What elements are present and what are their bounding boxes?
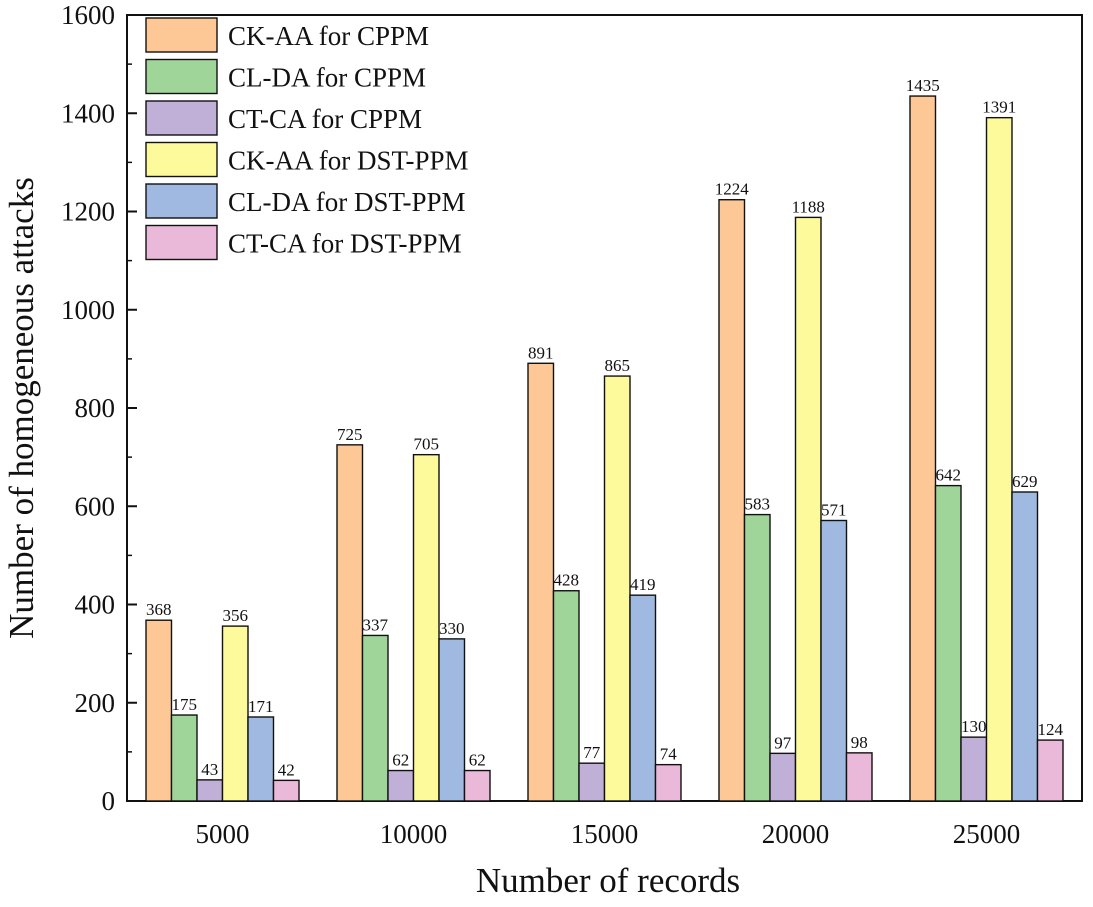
legend-swatch — [145, 17, 218, 53]
bar — [603, 375, 631, 802]
legend-label: CT-CA for DST-PPM — [228, 229, 462, 259]
x-tick-label: 5000 — [196, 819, 250, 849]
legend-swatch — [145, 224, 218, 261]
data-label: 175 — [172, 695, 198, 714]
data-label: 428 — [554, 571, 580, 590]
bar — [552, 590, 580, 802]
data-label: 42 — [278, 760, 295, 779]
x-tick-label: 10000 — [380, 819, 448, 849]
y-tick-label: 1400 — [61, 98, 115, 128]
data-label: 865 — [605, 356, 631, 375]
data-label: 642 — [936, 466, 962, 485]
bar — [820, 519, 848, 802]
y-tick-label: 0 — [102, 786, 116, 816]
legend-swatch — [145, 183, 218, 219]
bar — [654, 763, 682, 802]
y-tick-label: 800 — [75, 393, 116, 423]
bar — [412, 453, 440, 802]
data-label: 337 — [363, 615, 389, 634]
data-label: 77 — [583, 743, 601, 762]
bar — [769, 752, 797, 802]
bar — [145, 619, 173, 802]
x-axis-title: Number of records — [476, 861, 740, 900]
bar — [743, 513, 771, 802]
data-label: 130 — [961, 717, 987, 736]
y-tick-label: 1000 — [61, 295, 115, 325]
bar — [1036, 739, 1064, 802]
data-label: 571 — [821, 500, 847, 519]
bar — [247, 716, 275, 802]
y-tick-label: 400 — [75, 590, 116, 620]
legend-label: CK-AA for CPPM — [228, 21, 429, 51]
data-label: 62 — [392, 751, 409, 770]
bar — [361, 634, 389, 802]
bar — [170, 714, 198, 802]
y-tick-label: 1600 — [61, 0, 115, 30]
data-label: 1435 — [906, 76, 940, 95]
data-label: 705 — [414, 435, 440, 454]
data-label: 330 — [439, 619, 465, 638]
bar — [196, 779, 224, 802]
data-label: 124 — [1038, 720, 1064, 739]
data-label: 1391 — [982, 98, 1016, 117]
x-tick-label: 20000 — [762, 819, 830, 849]
y-tick-label: 600 — [75, 491, 116, 521]
data-label: 368 — [146, 600, 172, 619]
bar — [718, 199, 746, 802]
legend-label: CT-CA for CPPM — [228, 104, 422, 134]
bar — [221, 625, 249, 802]
x-tick-label: 15000 — [571, 819, 639, 849]
legend-swatch — [145, 141, 218, 178]
data-label: 1188 — [792, 197, 825, 216]
bar — [629, 594, 657, 802]
bar — [794, 216, 822, 802]
bar — [1011, 491, 1039, 802]
bar — [463, 769, 491, 802]
data-label: 891 — [528, 343, 554, 362]
data-label: 98 — [851, 733, 868, 752]
data-label: 583 — [745, 495, 771, 514]
legend-swatch — [145, 58, 218, 95]
bar — [845, 752, 873, 802]
bar — [527, 362, 555, 802]
bar — [336, 444, 364, 802]
data-label: 74 — [660, 745, 678, 764]
bar — [578, 762, 606, 802]
data-label: 97 — [774, 733, 792, 752]
legend-swatch — [145, 100, 218, 136]
bar — [934, 484, 962, 802]
y-tick-label: 1200 — [61, 197, 115, 227]
data-label: 419 — [630, 575, 656, 594]
bar — [960, 736, 988, 802]
data-label: 356 — [223, 606, 249, 625]
data-label: 1224 — [715, 180, 750, 199]
legend-label: CL-DA for DST-PPM — [228, 187, 466, 217]
y-tick-label: 200 — [75, 688, 116, 718]
legend: CK-AA for CPPM CL-DA for CPPM CT-CA for CP… — [145, 17, 469, 261]
bar — [909, 95, 937, 802]
y-axis-title: Number of homogeneous attacks — [2, 177, 41, 639]
legend-label: CK-AA for DST-PPM — [228, 146, 469, 176]
x-tick-label: 25000 — [953, 819, 1021, 849]
legend-label: CL-DA for CPPM — [228, 63, 426, 93]
data-label: 171 — [248, 697, 274, 716]
bar-series-group — [145, 95, 1064, 802]
data-label: 725 — [337, 425, 363, 444]
data-label: 43 — [201, 760, 218, 779]
bar — [985, 116, 1013, 802]
y-axis: 0 200 400 600 800 1000 1200 1400 1600 — [61, 0, 137, 816]
bar — [272, 779, 300, 802]
bar — [387, 769, 415, 802]
data-label: 629 — [1012, 472, 1038, 491]
data-label-group: 368 175 43 356 171 42 725 337 62 705 330 62 891 428 77… — [146, 76, 1064, 779]
data-label: 62 — [469, 751, 486, 770]
bar — [438, 638, 466, 802]
